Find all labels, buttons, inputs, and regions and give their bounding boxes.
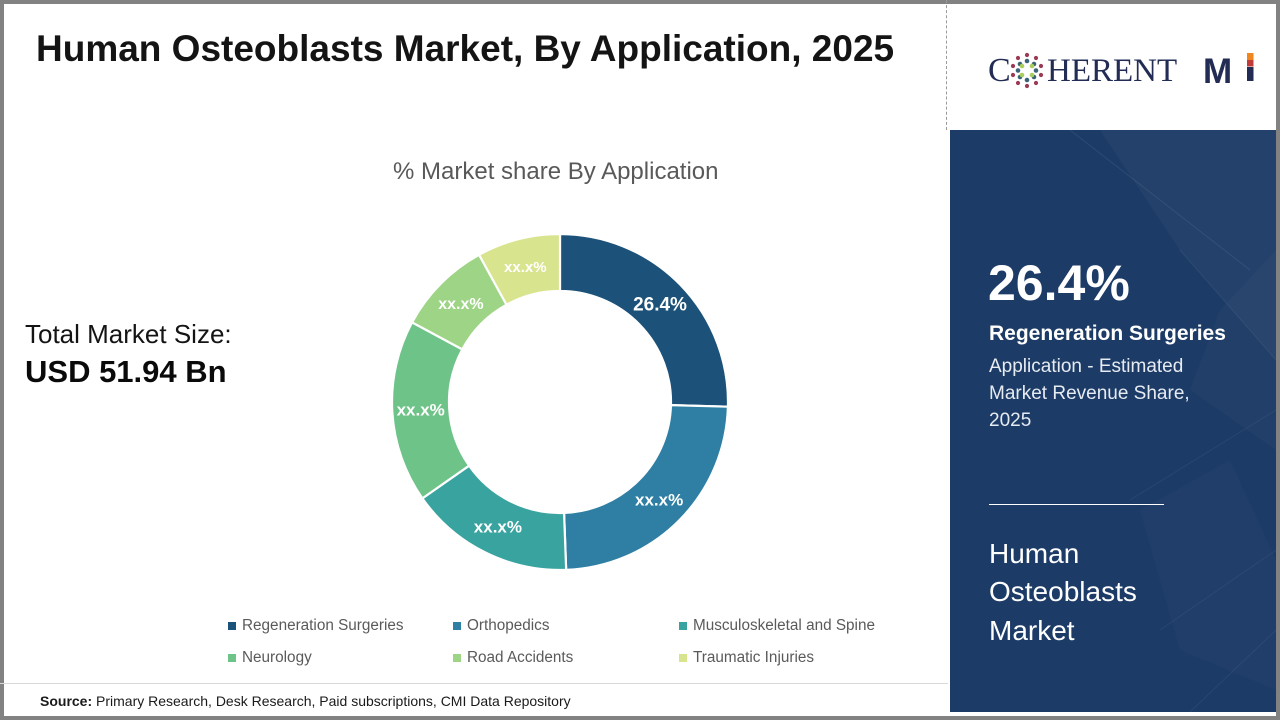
svg-text:xx.x%: xx.x% xyxy=(504,259,547,276)
svg-text:M: M xyxy=(1203,52,1232,91)
svg-text:xx.x%: xx.x% xyxy=(474,517,522,536)
svg-text:26.4%: 26.4% xyxy=(633,295,687,316)
svg-text:xx.x%: xx.x% xyxy=(397,401,445,420)
svg-text:xx.x%: xx.x% xyxy=(438,296,483,313)
svg-text:C: C xyxy=(988,52,1011,89)
svg-text:HERENT: HERENT xyxy=(1047,53,1177,89)
svg-text:xx.x%: xx.x% xyxy=(635,491,683,510)
